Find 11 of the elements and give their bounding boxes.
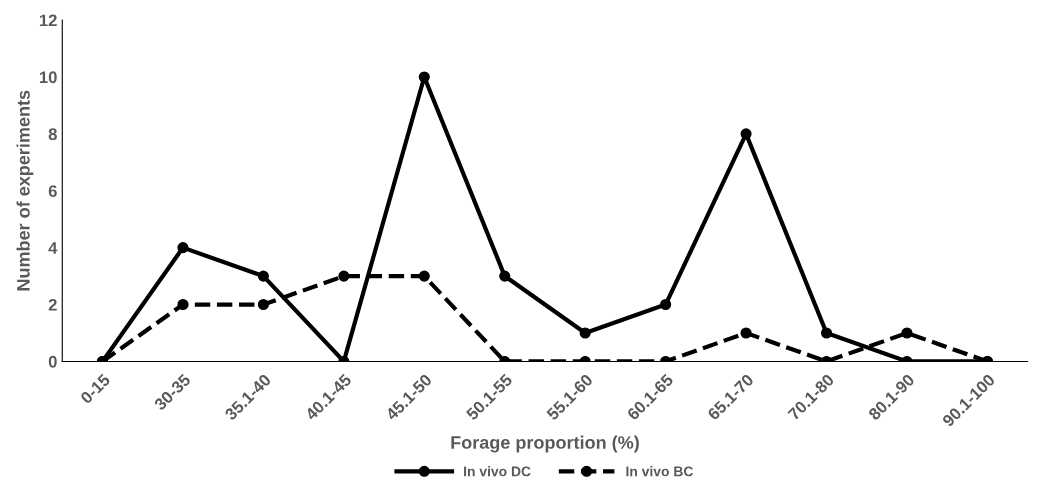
y-axis-title: Number of experiments <box>16 90 34 291</box>
x-axis-title: Forage proportion (%) <box>451 435 639 453</box>
legend-label: In vivo BC <box>626 466 694 477</box>
legend-label: In vivo DC <box>464 466 531 477</box>
y-tick-label: 2 <box>48 298 57 311</box>
y-tick-label: 0 <box>48 355 57 368</box>
y-tick-label: 10 <box>39 71 57 84</box>
y-tick-label: 12 <box>39 14 57 27</box>
y-tick-label: 6 <box>48 185 57 197</box>
y-tick-label: 8 <box>48 128 57 141</box>
y-tick-label: 4 <box>48 242 58 254</box>
